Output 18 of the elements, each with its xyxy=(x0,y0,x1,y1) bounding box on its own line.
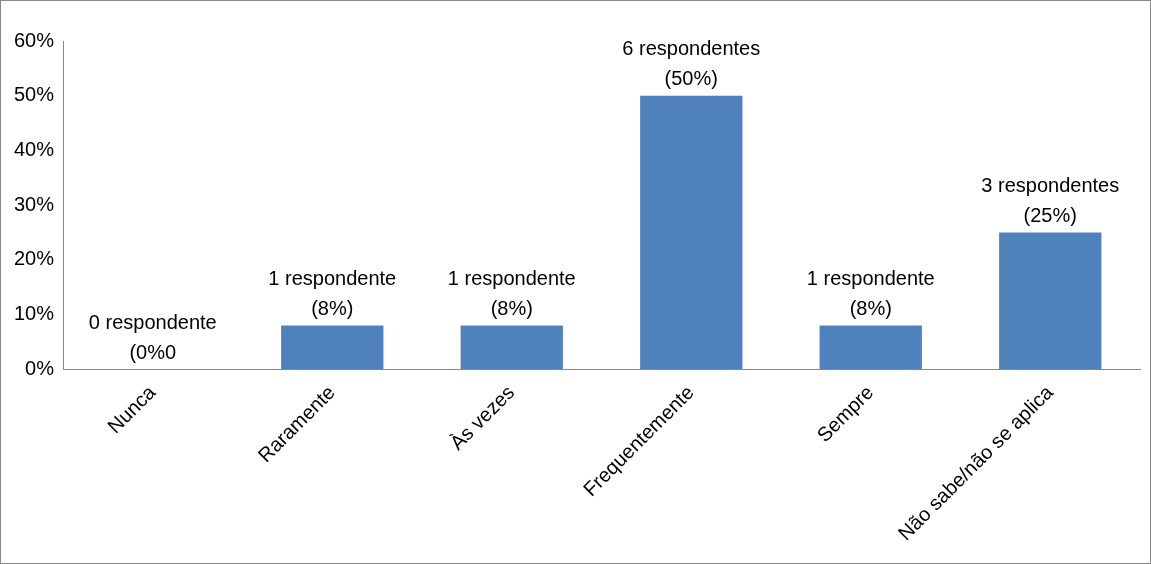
y-tick-label: 40% xyxy=(14,137,55,160)
data-label: 1 respondente (8%) xyxy=(806,266,935,319)
data-label: 1 respondente (8%) xyxy=(447,266,576,319)
bar xyxy=(281,325,384,370)
bar xyxy=(640,95,743,370)
y-tick-label: 30% xyxy=(14,192,55,215)
y-tick-label: 0% xyxy=(25,356,55,379)
data-label: 3 respondentes (25%) xyxy=(981,173,1120,226)
y-tick-label: 10% xyxy=(14,302,55,325)
bar xyxy=(460,325,563,370)
data-label: 1 respondente (8%) xyxy=(268,266,397,319)
bar xyxy=(819,325,922,370)
y-tick-label: 50% xyxy=(14,83,55,106)
y-tick-label: 20% xyxy=(14,247,55,270)
data-label: 6 respondentes (50%) xyxy=(622,37,761,90)
data-label: 0 respondente (0%0 xyxy=(88,310,217,363)
y-tick-label: 60% xyxy=(14,28,55,51)
bar xyxy=(999,232,1102,370)
